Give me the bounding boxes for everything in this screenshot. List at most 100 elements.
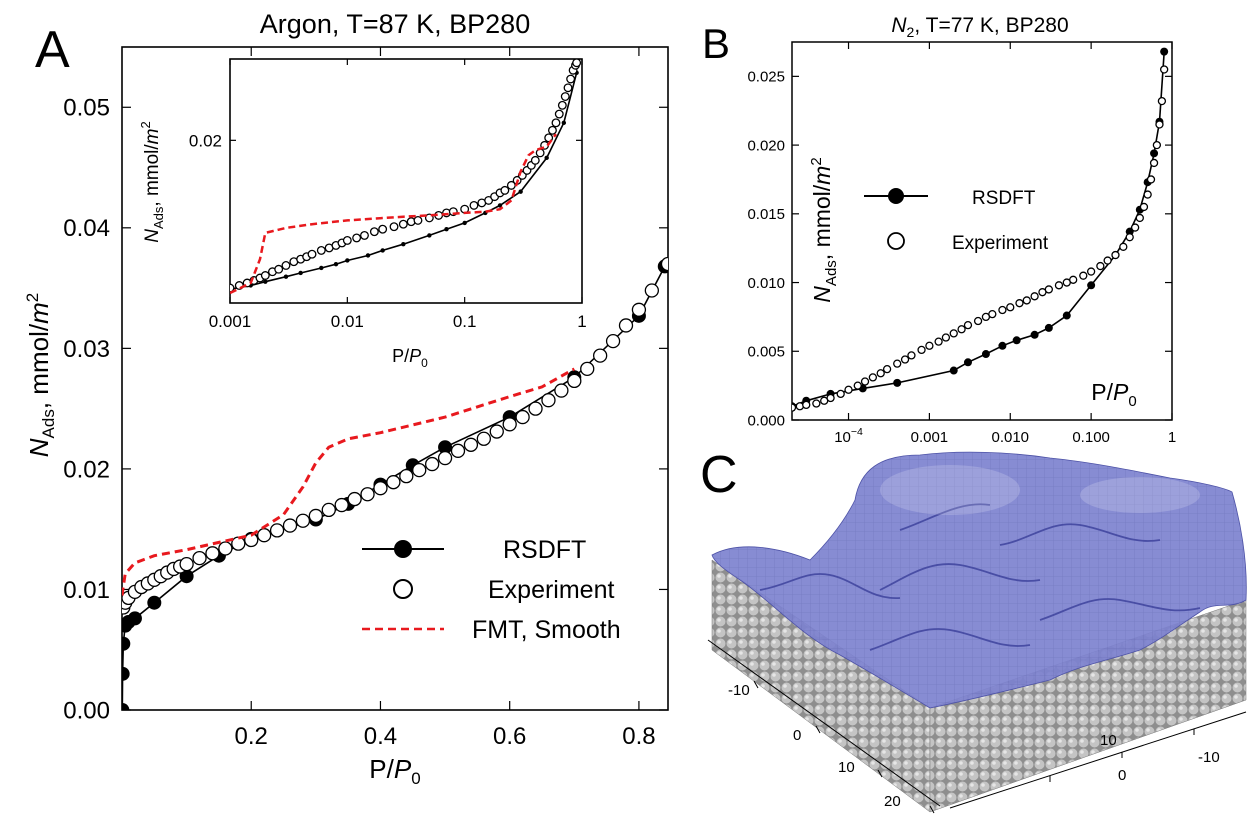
experiment-point: [348, 493, 361, 506]
experiment-point: [1023, 297, 1030, 304]
panel-c-y-tick-label: 10: [1100, 732, 1117, 749]
experiment-point: [877, 370, 884, 377]
experiment-point: [206, 547, 219, 560]
panel-a-legend: RSDFT Experiment FMT, Smooth: [362, 536, 621, 644]
panel-c-y-tick-label: -10: [1198, 749, 1220, 766]
x-tick-label: 0.2: [235, 723, 268, 750]
experiment-point: [1144, 191, 1151, 198]
experiment-point: [275, 265, 283, 273]
x-tick-label: 0.01: [331, 312, 364, 331]
experiment-point: [371, 228, 379, 236]
rsdft-point: [115, 703, 129, 717]
experiment-point: [573, 59, 581, 67]
rsdft-point: [366, 253, 370, 257]
experiment-point: [322, 503, 335, 516]
experiment-point: [464, 438, 477, 451]
y-tick-label: 0.015: [747, 206, 785, 223]
rsdft-point: [964, 358, 972, 366]
x-tick-label: 1: [577, 312, 586, 331]
experiment-point: [1016, 300, 1023, 307]
y-tick-label: 0.00: [63, 697, 110, 724]
experiment-point: [193, 552, 206, 565]
experiment-point: [180, 558, 193, 571]
experiment-point: [902, 356, 909, 363]
experiment-point: [361, 232, 369, 240]
experiment-point: [284, 519, 297, 532]
experiment-point: [662, 257, 675, 270]
experiment-point: [532, 157, 540, 165]
experiment-point: [964, 322, 971, 329]
rsdft-point: [1013, 336, 1021, 344]
legend-b-experiment-marker: [888, 233, 904, 249]
experiment-point: [1104, 257, 1111, 264]
rsdft-point: [427, 233, 431, 237]
panel-c-x-tick-label: 10: [838, 759, 855, 776]
experiment-point: [950, 330, 957, 337]
panel-b-y-axis-label: NAds, mmol/m2: [808, 157, 840, 302]
experiment-point: [1151, 159, 1158, 166]
rsdft-point: [462, 221, 466, 225]
experiment-point: [1136, 214, 1143, 221]
y-tick-label: 0.020: [747, 137, 785, 154]
experiment-point: [516, 411, 529, 424]
experiment-point: [1055, 282, 1062, 289]
experiment-point: [1045, 286, 1052, 293]
panel-a-title: Argon, T=87 K, BP280: [260, 9, 530, 39]
rsdft-point: [444, 227, 448, 231]
experiment-point: [308, 250, 316, 258]
rsdft-point: [1063, 312, 1071, 320]
experiment-point: [542, 394, 555, 407]
rsdft-point: [1087, 281, 1095, 289]
panel-c-letter: C: [700, 446, 738, 504]
panel-c-y-tick-label: 0: [1118, 767, 1126, 784]
x-tick-label: 0.6: [493, 723, 526, 750]
y-tick-label: 0.000: [747, 412, 785, 429]
experiment-point: [564, 84, 572, 92]
x-tick-label: 10−4: [834, 426, 863, 446]
legend-b-rsdft-marker: [888, 188, 904, 204]
experiment-point: [390, 223, 398, 231]
y-tick-label: 0.05: [63, 95, 110, 122]
x-tick-label: 0.001: [209, 312, 252, 331]
experiment-point: [607, 335, 620, 348]
experiment-point: [477, 432, 490, 445]
panel-b-title: N2, T=77 K, BP280: [891, 14, 1068, 40]
experiment-point: [854, 382, 861, 389]
experiment-point: [813, 400, 820, 407]
panel-c-x-tick-label: 0: [793, 727, 801, 744]
panel-a-x-axis-label: P/P0: [369, 754, 420, 788]
experiment-point: [1007, 304, 1014, 311]
x-tick-label: 0.001: [911, 429, 949, 446]
y-tick-label: 0.025: [747, 69, 785, 86]
y-tick-label: 0.04: [63, 215, 110, 242]
experiment-point: [439, 452, 452, 465]
experiment-point: [908, 352, 915, 359]
rsdft-point: [544, 156, 548, 160]
experiment-point: [862, 378, 869, 385]
experiment-point: [581, 362, 594, 375]
rsdft-point: [401, 242, 405, 246]
experiment-point: [1120, 243, 1127, 250]
x-tick-label: 0.8: [622, 723, 655, 750]
experiment-point: [219, 542, 232, 555]
experiment-point: [262, 272, 270, 280]
experiment-point: [837, 390, 844, 397]
inset-x-axis-label: P/P0: [392, 346, 428, 370]
legend-fmt-label: FMT, Smooth: [472, 616, 621, 644]
rsdft-point: [128, 611, 142, 625]
rsdft-point: [893, 379, 901, 387]
experiment-point: [318, 247, 326, 255]
rsdft-point: [345, 258, 349, 262]
experiment-point: [379, 225, 387, 233]
rsdft-point: [319, 266, 323, 270]
experiment-point: [536, 149, 544, 157]
panel-c-x-tick-label: 20: [884, 793, 901, 810]
experiment-point: [827, 395, 834, 402]
experiment-point: [413, 464, 426, 477]
experiment-point: [1140, 203, 1147, 210]
panel-a-letter: A: [35, 21, 70, 79]
experiment-point: [1031, 293, 1038, 300]
panel-a-series: [115, 257, 674, 717]
legend-rsdft-marker: [394, 540, 412, 558]
